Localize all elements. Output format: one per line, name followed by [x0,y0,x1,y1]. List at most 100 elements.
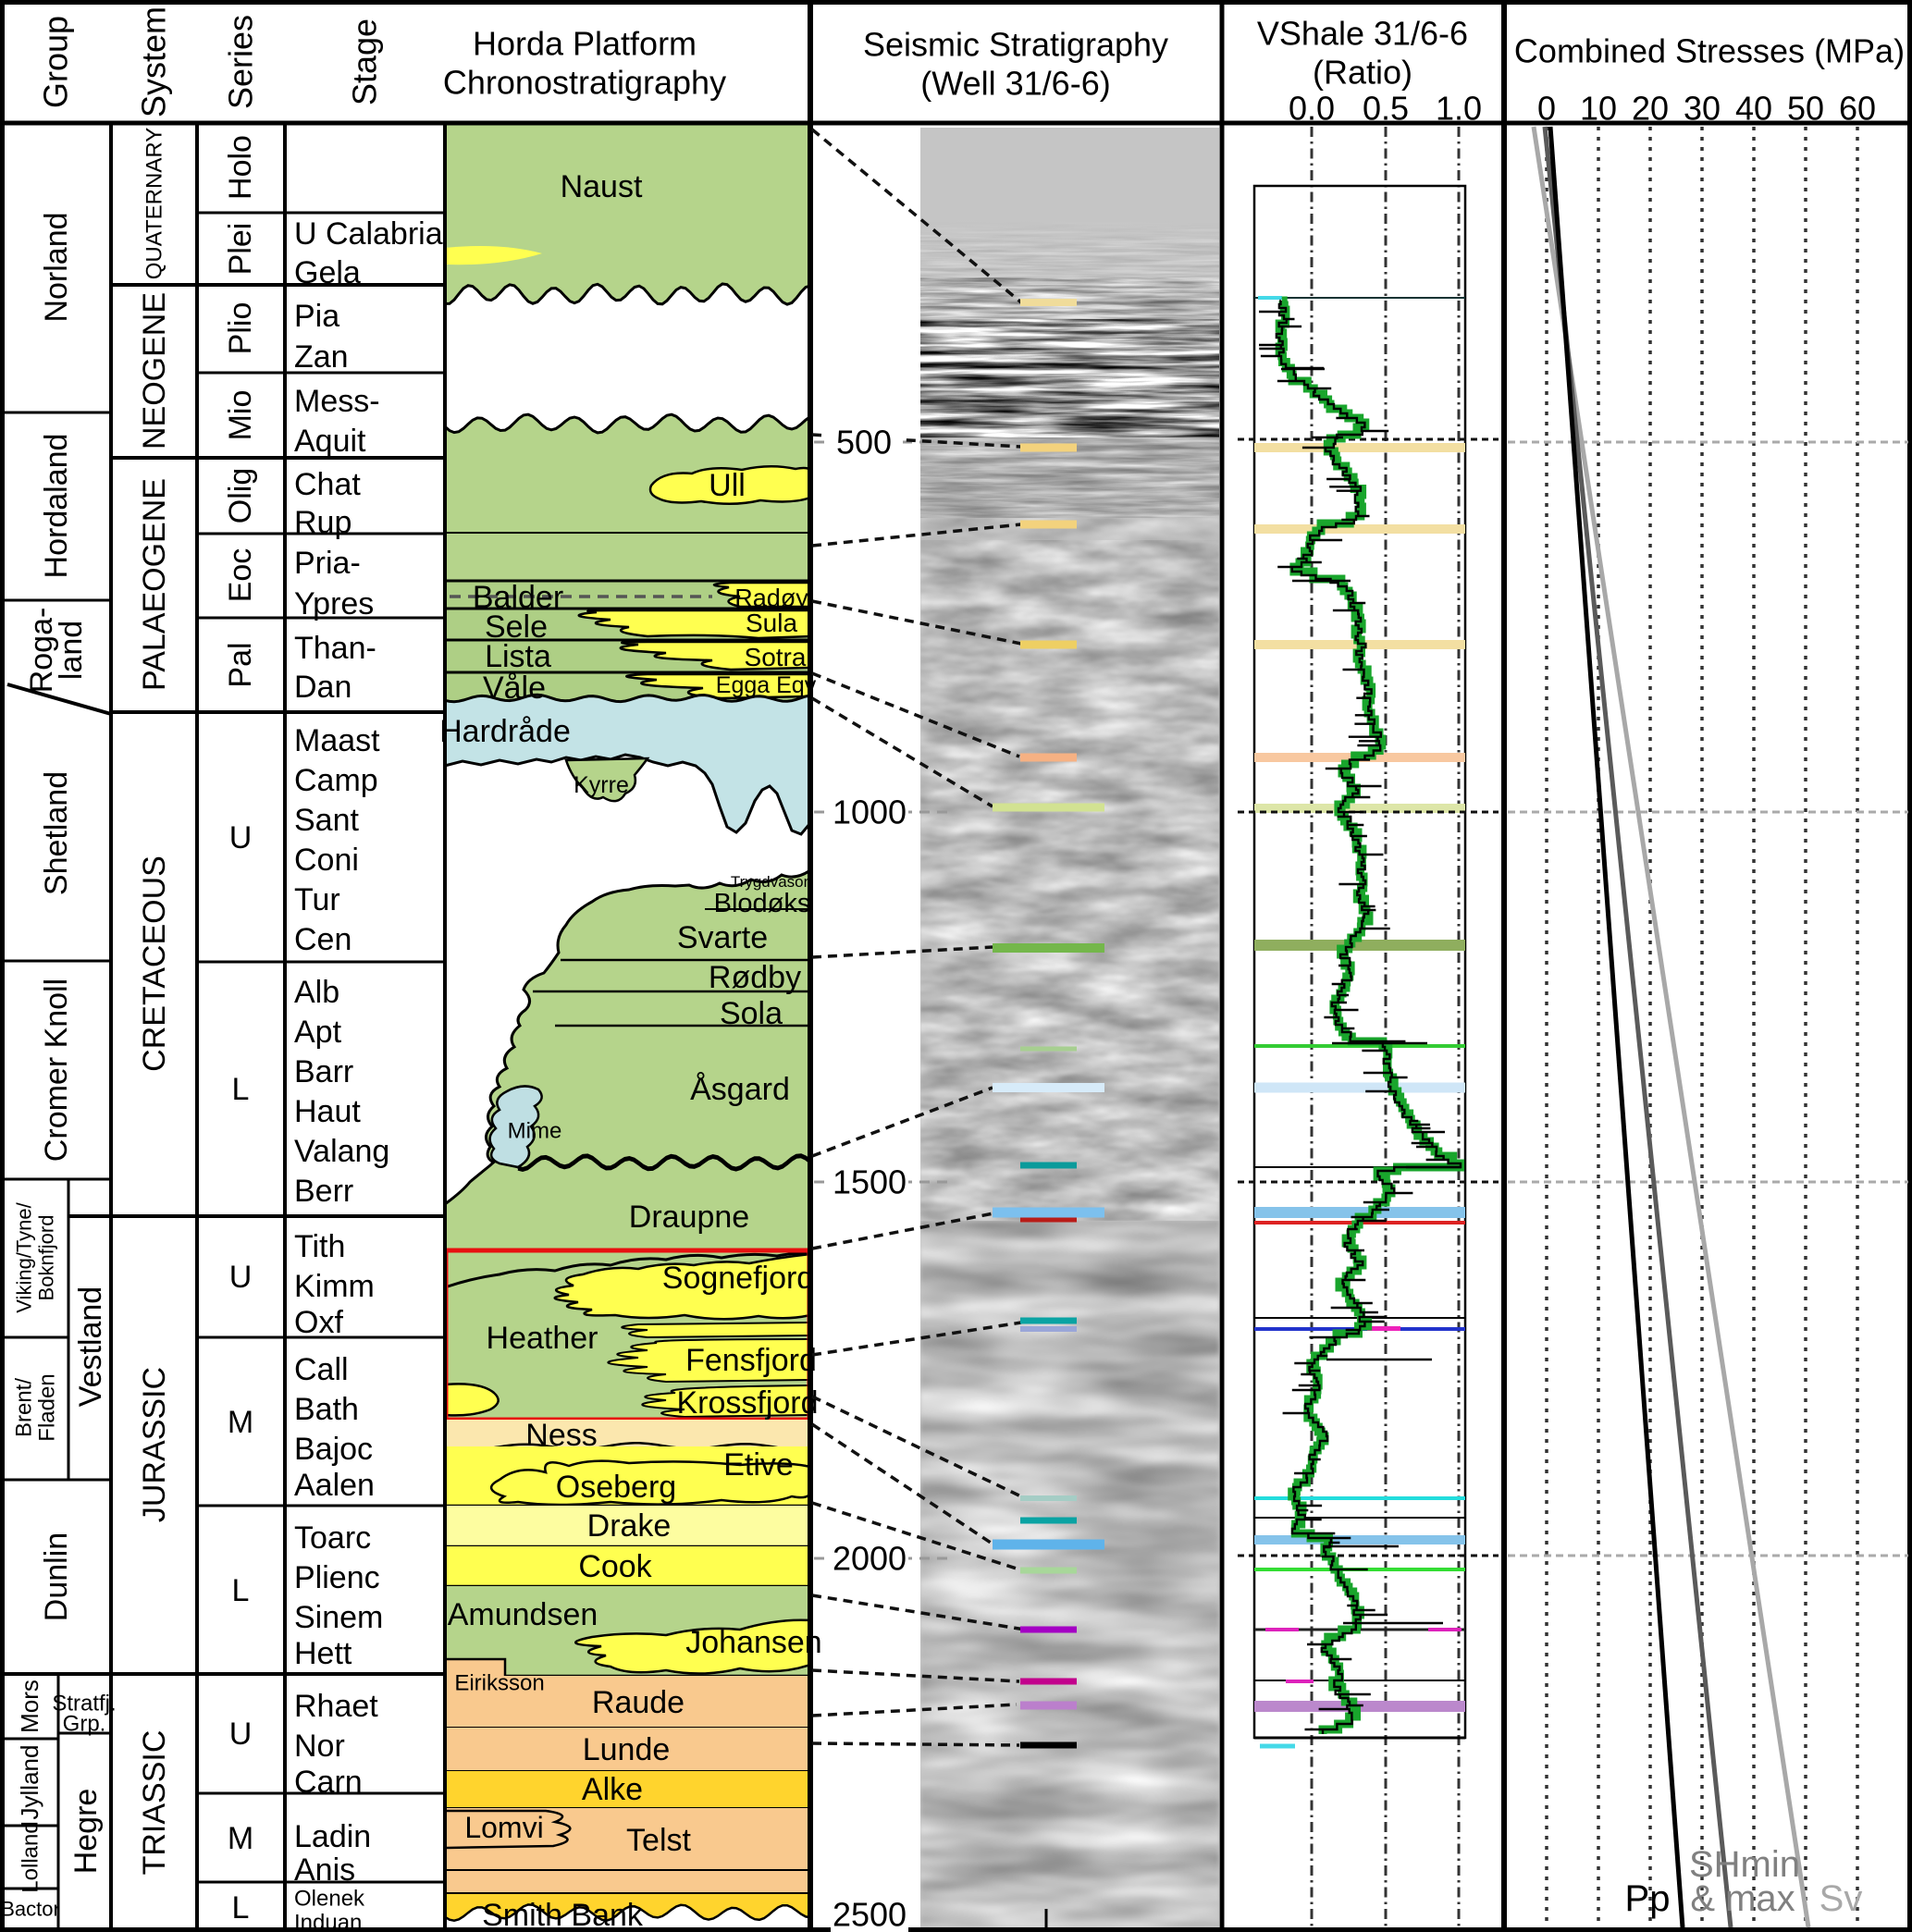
svg-text:VShale 31/6-6: VShale 31/6-6 [1257,15,1468,53]
svg-text:Trygdvason: Trygdvason [731,873,812,891]
svg-text:Telst: Telst [626,1823,691,1858]
svg-text:NEOGENE: NEOGENE [137,292,172,449]
svg-text:U: U [229,820,253,855]
svg-text:Chat: Chat [294,467,361,502]
svg-text:Plio: Plio [223,302,258,355]
svg-text:Plei: Plei [223,223,258,276]
svg-text:60: 60 [1839,90,1876,128]
svg-text:2500: 2500 [833,1896,907,1932]
svg-text:Dunlin: Dunlin [39,1532,74,1621]
svg-text:10: 10 [1580,90,1617,128]
svg-text:Rhaet: Rhaet [294,1689,378,1724]
svg-text:Stage: Stage [346,18,384,105]
svg-text:Rup: Rup [294,505,352,540]
svg-text:Dan: Dan [294,670,352,705]
svg-text:Heather: Heather [487,1321,598,1356]
svg-text:L: L [232,1072,250,1107]
svg-text:Hardråde: Hardråde [439,714,571,749]
svg-text:Rødby: Rødby [709,960,801,995]
svg-text:Fensfjord: Fensfjord [685,1343,817,1378]
svg-text:Viking/Tyne/: Viking/Tyne/ [13,1201,36,1312]
svg-text:Barr: Barr [294,1054,353,1089]
svg-text:Bajoc: Bajoc [294,1432,373,1467]
svg-text:1000: 1000 [833,794,907,831]
svg-text:(Well 31/6-6): (Well 31/6-6) [920,65,1110,103]
svg-text:Alke: Alke [582,1772,643,1807]
svg-text:Call: Call [294,1352,349,1387]
svg-text:Sv: Sv [1819,1878,1863,1919]
svg-text:Tith: Tith [294,1229,345,1264]
svg-text:Haut: Haut [294,1094,361,1129]
svg-text:Coni: Coni [294,843,359,878]
svg-text:Zan: Zan [294,339,349,375]
svg-text:Apt: Apt [294,1015,342,1050]
svg-text:Eoc: Eoc [223,548,258,603]
svg-text:Sinem: Sinem [294,1600,383,1635]
svg-text:(Ratio): (Ratio) [1313,54,1412,92]
svg-text:Cook: Cook [578,1549,652,1584]
svg-text:Holo: Holo [223,135,258,200]
svg-text:& max: & max [1690,1878,1795,1919]
svg-text:Blodøks: Blodøks [714,889,811,918]
svg-text:Combined Stresses (MPa): Combined Stresses (MPa) [1514,32,1905,70]
svg-text:M: M [228,1405,253,1440]
svg-text:Kimm: Kimm [294,1269,375,1304]
svg-text:Norland: Norland [39,212,74,322]
svg-text:Pp: Pp [1625,1878,1671,1919]
svg-text:0.5: 0.5 [1363,90,1409,128]
svg-text:L: L [232,1573,250,1608]
svg-text:Krossfjord: Krossfjord [676,1385,818,1421]
svg-text:Cromer Knoll: Cromer Knoll [39,978,74,1162]
svg-text:Mime: Mime [508,1118,562,1143]
svg-text:1500: 1500 [833,1163,907,1201]
svg-text:M: M [228,1821,253,1856]
svg-text:Sotra: Sotra [745,643,807,671]
svg-text:Ypres: Ypres [294,586,374,621]
svg-text:0: 0 [1537,90,1556,128]
svg-text:Berr: Berr [294,1174,353,1209]
svg-text:Hordaland: Hordaland [39,434,74,579]
svg-text:Nor: Nor [294,1729,345,1764]
svg-text:land: land [54,621,89,680]
svg-text:Balder: Balder [473,580,563,615]
svg-text:Ull: Ull [709,468,746,503]
svg-text:Chronostratigraphy: Chronostratigraphy [443,64,726,102]
svg-text:1.0: 1.0 [1436,90,1482,128]
svg-text:Roga-: Roga- [24,608,59,694]
svg-text:Brent/: Brent/ [11,1378,36,1437]
svg-text:QUATERNARY: QUATERNARY [142,128,167,279]
svg-text:Sola: Sola [720,996,783,1031]
svg-text:Lolland: Lolland [18,1821,43,1892]
svg-text:Fladen: Fladen [34,1373,59,1441]
svg-text:Johansen: Johansen [685,1625,821,1660]
svg-text:Amundsen: Amundsen [448,1597,598,1632]
svg-text:Pia: Pia [294,299,339,334]
svg-text:0.0: 0.0 [1289,90,1335,128]
svg-text:2000: 2000 [833,1540,907,1578]
svg-text:Anis: Anis [294,1852,355,1888]
svg-text:Smith Bank: Smith Bank [482,1898,644,1932]
svg-text:Carn: Carn [294,1765,363,1800]
svg-text:Egga Eqv: Egga Eqv [716,672,817,698]
svg-text:Lista: Lista [485,639,551,674]
svg-text:Ness: Ness [525,1418,597,1453]
svg-text:Sognefjord: Sognefjord [662,1261,814,1296]
svg-text:SHmin: SHmin [1689,1844,1800,1885]
svg-text:L: L [232,1890,250,1926]
svg-text:Hett: Hett [294,1636,352,1671]
svg-text:30: 30 [1684,90,1721,128]
svg-text:Åsgard: Åsgard [690,1072,790,1107]
svg-text:Mess-: Mess- [294,384,380,419]
svg-text:Våle: Våle [483,671,546,706]
svg-text:Aalen: Aalen [294,1468,375,1503]
svg-text:Sant: Sant [294,803,359,838]
svg-text:Oxf: Oxf [294,1305,343,1340]
svg-text:500: 500 [836,424,892,461]
svg-text:Pal: Pal [223,642,258,687]
svg-text:50: 50 [1787,90,1824,128]
svg-text:Raude: Raude [592,1685,685,1720]
svg-text:Toarc: Toarc [294,1520,371,1556]
svg-text:Etive: Etive [723,1447,794,1483]
svg-text:PALAEOGENE: PALAEOGENE [137,478,172,691]
svg-text:20: 20 [1632,90,1669,128]
